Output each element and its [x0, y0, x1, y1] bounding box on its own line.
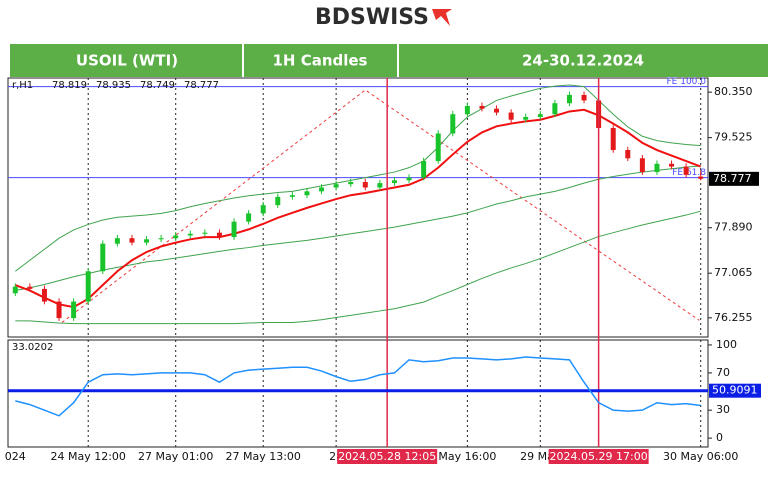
last-price-label: 78.777 [713, 172, 752, 185]
candle-body [231, 221, 237, 238]
overlay-line [14, 108, 702, 309]
ohlc-value: 78.777 [184, 80, 219, 91]
y-tick-label: 76.255 [714, 311, 753, 324]
candle-body [304, 191, 310, 196]
candle-body [610, 127, 616, 151]
banner-text: 1H Candles [272, 52, 367, 70]
candle-body [421, 161, 427, 178]
x-tick-label: 27 May 01:00 [138, 450, 213, 463]
candle-body [406, 177, 412, 181]
candle-body [85, 271, 91, 302]
candle-body [12, 286, 18, 294]
x-tick-label: 024 [5, 450, 26, 463]
candle-body [260, 205, 266, 214]
overlay-line [15, 165, 701, 292]
y-tick-label: 79.525 [714, 131, 753, 144]
candle-body [158, 238, 164, 240]
ohlc-value: 78.935 [96, 80, 131, 91]
candle-body [625, 150, 631, 159]
candle-body [683, 166, 689, 175]
candle-body [566, 94, 572, 104]
candle-body [275, 196, 281, 206]
rsi-line [15, 356, 701, 417]
candle-body [129, 238, 135, 243]
plot: 80.350 79.525 77.890 77.065 76.255 FE 100.0 FE… [5, 77, 761, 464]
event-label: 2024.05.28 12:05 [338, 450, 436, 463]
y-tick-label: 77.065 [714, 266, 753, 279]
candle-body [348, 181, 354, 185]
candle-body [246, 213, 252, 222]
candle-body [41, 288, 47, 302]
candle-body [654, 163, 660, 173]
candle-body [552, 103, 558, 115]
candle-body [362, 181, 368, 188]
candle-body [494, 108, 500, 113]
y-tick-label: 0 [716, 431, 723, 444]
candle-body [391, 180, 397, 184]
overlay-line [15, 210, 701, 325]
y-tick-label: 77.890 [714, 221, 753, 234]
x-tick-label: May 16:00 [438, 450, 496, 463]
x-tick-label: 30 May 06:00 [663, 450, 738, 463]
level-label: FE 100.0 [667, 77, 707, 87]
candle-body [698, 176, 704, 179]
level-label: FE 61.8 [672, 168, 706, 178]
last-price-box [709, 171, 759, 186]
candle-body [464, 105, 470, 115]
candle-body [187, 233, 193, 236]
candle-body [27, 286, 33, 289]
x-tick-label: 27 May 13:00 [225, 450, 300, 463]
price-pane [7, 77, 709, 338]
candle-body [639, 158, 645, 173]
ohlc-value: 78.749 [140, 80, 175, 91]
candle-body [508, 112, 514, 120]
logo: BDSWISS [315, 5, 429, 30]
level-label-box [709, 383, 761, 398]
event-label: 2024.05.29 17:00 [550, 450, 648, 463]
candle-body [377, 183, 383, 188]
overlay-line [14, 84, 701, 272]
y-tick-label: 70 [716, 366, 730, 379]
event-label-box [337, 449, 438, 464]
candle-body [56, 301, 62, 319]
event-label-box [548, 449, 649, 464]
candle-body [202, 232, 208, 234]
candle-body [114, 238, 120, 244]
y-tick-label: 100 [716, 338, 737, 351]
banner-text: USOIL (WTI) [76, 52, 178, 70]
y-tick-label: 30 [716, 403, 730, 416]
candle-body [581, 94, 587, 101]
candle-body [479, 105, 485, 109]
candle-body [537, 114, 543, 117]
pane-label: 33.0202 [12, 342, 53, 353]
candle-body [216, 232, 222, 238]
candle-body [144, 239, 150, 243]
symbol-label: r,H1 [12, 80, 33, 91]
candle-body [435, 133, 441, 162]
candle-body [289, 195, 295, 197]
candle-body [319, 187, 325, 192]
candle-body [669, 163, 675, 167]
candle-body [100, 243, 106, 272]
candle-body [450, 114, 456, 134]
level-label: 50.9091 [712, 384, 758, 397]
y-tick-label: 80.350 [714, 85, 753, 98]
banner-text: 24-30.12.2024 [522, 52, 644, 70]
candle-body [523, 116, 529, 120]
x-tick-label: 24 May 12:00 [50, 450, 125, 463]
candle-body [71, 301, 77, 319]
ohlc-value: 78.819 [52, 80, 87, 91]
candle-body [333, 184, 339, 188]
banner [10, 44, 768, 77]
candle-body [173, 235, 179, 239]
rsi-pane [7, 339, 709, 448]
logo-arrow [432, 9, 452, 26]
